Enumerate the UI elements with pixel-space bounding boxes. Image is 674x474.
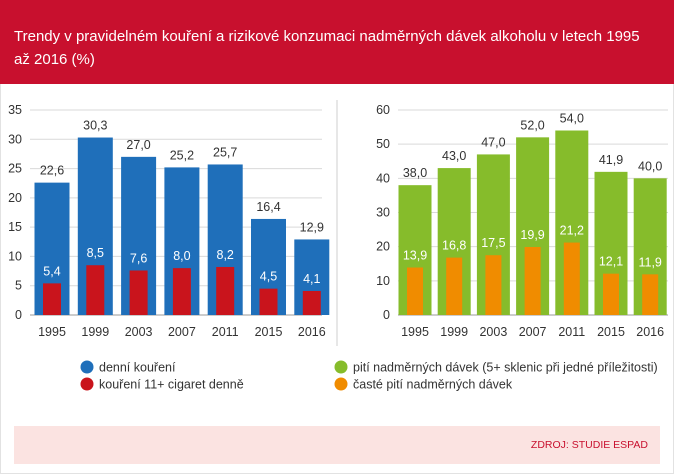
bar-koureni-11-cigaret — [172, 268, 191, 315]
bar-caste-piti — [485, 255, 502, 315]
legend-label: časté pití nadměrných dávek — [353, 378, 513, 392]
y-tick-label: 10 — [8, 249, 22, 263]
y-tick-label: 0 — [15, 308, 22, 322]
y-tick-label: 40 — [376, 171, 390, 185]
data-label-denni-koureni: 27,0 — [126, 138, 150, 152]
y-tick-label: 15 — [8, 220, 22, 234]
data-label-caste-piti: 19,9 — [520, 228, 544, 242]
y-tick-label: 5 — [15, 279, 22, 293]
footer-band: ZDROJ: STUDIE ESPAD — [14, 426, 660, 464]
data-label-caste-piti: 17,5 — [481, 236, 505, 250]
alcohol-chart: 0 10 20 30 40 50 60 38,0 13,9 1995 43,0 16,8 1999 47,… — [376, 103, 668, 339]
data-label-piti-nadmernych-davek: 41,9 — [599, 153, 623, 167]
data-label-koureni-11-cigaret: 5,4 — [43, 264, 60, 278]
bar-caste-piti — [446, 257, 463, 315]
bar-koureni-11-cigaret — [259, 288, 278, 315]
x-tick-label: 2011 — [212, 325, 239, 339]
bar-caste-piti — [524, 247, 541, 315]
x-tick-label: 2015 — [255, 325, 283, 339]
y-tick-label: 60 — [376, 103, 390, 117]
x-tick-label: 1999 — [440, 325, 468, 339]
x-tick-label: 2016 — [298, 325, 326, 339]
smoking-chart: 0 5 10 15 20 25 30 35 22,6 5,4 1995 30,3 8,5 1999 27,0… — [8, 103, 330, 339]
legend-swatch — [334, 377, 348, 391]
data-label-caste-piti: 21,2 — [560, 224, 584, 238]
data-label-koureni-11-cigaret: 8,2 — [217, 248, 234, 262]
data-label-denni-koureni: 16,4 — [256, 200, 280, 214]
data-label-piti-nadmernych-davek: 47,0 — [481, 135, 505, 149]
data-label-piti-nadmernych-davek: 40,0 — [638, 159, 662, 173]
y-tick-label: 30 — [8, 132, 22, 146]
legend: denní kouření kouření 11+ cigaret denně pi… — [80, 360, 658, 392]
source-note: ZDROJ: STUDIE ESPAD — [530, 439, 648, 451]
data-label-koureni-11-cigaret: 4,1 — [303, 272, 320, 286]
y-tick-label: 20 — [376, 240, 390, 254]
bar-caste-piti — [407, 267, 423, 315]
legend-label: pití nadměrných dávek (5+ sklenic při je… — [353, 361, 658, 375]
bar-koureni-11-cigaret — [43, 283, 61, 315]
y-tick-label: 50 — [376, 137, 390, 151]
chart-title: Trendy v pravidelném kouření a rizikové … — [14, 28, 640, 68]
bar-koureni-11-cigaret — [216, 266, 235, 315]
y-tick-label: 0 — [383, 308, 390, 322]
y-tick-label: 25 — [8, 162, 22, 176]
data-label-caste-piti: 13,9 — [403, 249, 427, 263]
bar-caste-piti — [563, 242, 580, 315]
data-label-koureni-11-cigaret: 8,5 — [87, 246, 104, 260]
data-label-denni-koureni: 12,9 — [300, 220, 324, 234]
bar-koureni-11-cigaret — [129, 270, 148, 315]
legend-swatch — [80, 377, 94, 391]
y-tick-label: 35 — [8, 103, 22, 117]
data-label-denni-koureni: 22,6 — [40, 164, 64, 178]
header-banner: Trendy v pravidelném kouření a rizikové … — [0, 0, 674, 84]
data-label-caste-piti: 16,8 — [442, 239, 466, 253]
data-label-piti-nadmernych-davek: 38,0 — [403, 166, 427, 180]
legend-swatch — [80, 360, 94, 374]
x-tick-label: 2003 — [125, 325, 153, 339]
data-label-caste-piti: 11,9 — [638, 255, 661, 269]
x-tick-label: 1995 — [401, 325, 429, 339]
data-label-denni-koureni: 25,7 — [213, 145, 237, 159]
data-label-denni-koureni: 30,3 — [83, 119, 107, 133]
data-label-piti-nadmernych-davek: 52,0 — [520, 118, 544, 132]
data-label-koureni-11-cigaret: 7,6 — [130, 251, 147, 265]
bar-koureni-11-cigaret — [86, 265, 105, 315]
y-tick-label: 10 — [376, 274, 390, 288]
data-label-piti-nadmernych-davek: 43,0 — [442, 149, 466, 163]
x-tick-label: 1995 — [38, 325, 66, 339]
y-tick-label: 20 — [8, 191, 22, 205]
legend-swatch — [334, 360, 348, 374]
x-tick-label: 2016 — [636, 325, 664, 339]
data-label-caste-piti: 12,1 — [599, 255, 623, 269]
legend-label: denní kouření — [99, 361, 176, 375]
x-tick-label: 2015 — [597, 325, 625, 339]
bar-caste-piti — [603, 273, 619, 315]
x-tick-label: 2003 — [479, 325, 507, 339]
x-tick-label: 2011 — [558, 325, 585, 339]
data-label-piti-nadmernych-davek: 54,0 — [560, 112, 584, 126]
data-label-koureni-11-cigaret: 4,5 — [260, 270, 277, 284]
data-label-denni-koureni: 25,2 — [170, 148, 194, 162]
x-tick-label: 2007 — [168, 325, 196, 339]
bar-koureni-11-cigaret — [302, 290, 321, 315]
legend-label: kouření 11+ cigaret denně — [99, 378, 244, 392]
x-tick-label: 1999 — [81, 325, 109, 339]
y-tick-label: 30 — [376, 206, 390, 220]
bar-caste-piti — [642, 274, 659, 315]
data-label-koureni-11-cigaret: 8,0 — [173, 249, 190, 263]
x-tick-label: 2007 — [519, 325, 547, 339]
